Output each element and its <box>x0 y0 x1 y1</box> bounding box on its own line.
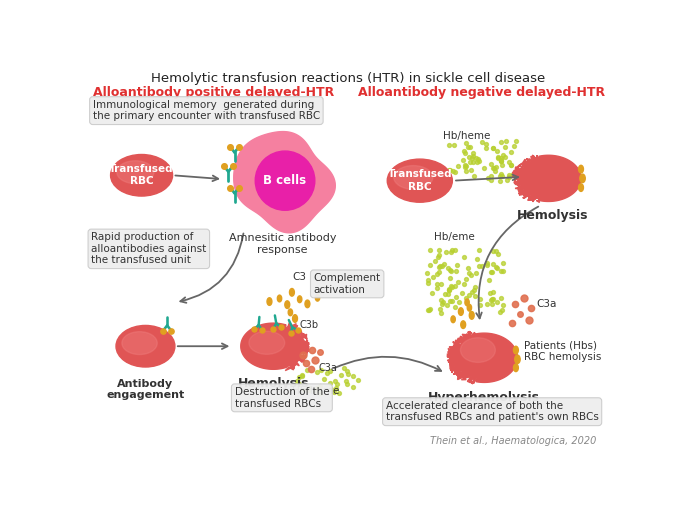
Ellipse shape <box>277 295 282 302</box>
Ellipse shape <box>122 332 157 355</box>
Ellipse shape <box>465 299 469 306</box>
Ellipse shape <box>458 308 463 315</box>
Ellipse shape <box>292 315 297 322</box>
Ellipse shape <box>267 298 272 306</box>
Ellipse shape <box>288 309 292 316</box>
Text: C3b: C3b <box>300 320 319 330</box>
Text: Hemolysis: Hemolysis <box>517 209 588 222</box>
Ellipse shape <box>305 300 310 308</box>
Text: Amnesitic antibody
response: Amnesitic antibody response <box>229 233 337 254</box>
Text: Thein et al., Haematologica, 2020: Thein et al., Haematologica, 2020 <box>430 436 596 446</box>
Ellipse shape <box>460 338 495 362</box>
Ellipse shape <box>387 159 452 202</box>
Text: Accelerated clearance of both the
transfused RBCs and patient's own RBCs: Accelerated clearance of both the transf… <box>386 401 598 423</box>
Ellipse shape <box>515 355 520 363</box>
Text: Immunological memory  generated during
the primary encounter with transfused RBC: Immunological memory generated during th… <box>92 100 320 122</box>
Ellipse shape <box>285 301 290 309</box>
Ellipse shape <box>513 364 518 371</box>
Text: Rapid production of
alloantibodies against
the transfused unit: Rapid production of alloantibodies again… <box>91 233 207 265</box>
Text: Patients (Hbs)
RBC hemolysis: Patients (Hbs) RBC hemolysis <box>524 341 602 362</box>
Ellipse shape <box>579 165 583 173</box>
Ellipse shape <box>116 326 175 367</box>
Text: Complement
activation: Complement activation <box>313 273 381 295</box>
Ellipse shape <box>451 316 456 322</box>
Ellipse shape <box>298 296 302 303</box>
Ellipse shape <box>394 166 433 189</box>
Ellipse shape <box>255 151 315 210</box>
Ellipse shape <box>580 174 585 182</box>
Ellipse shape <box>469 312 474 319</box>
Polygon shape <box>234 131 335 233</box>
Ellipse shape <box>513 346 518 354</box>
Ellipse shape <box>467 305 471 311</box>
Polygon shape <box>512 155 581 202</box>
Text: Antibody
engagement: Antibody engagement <box>106 379 184 400</box>
Text: Alloantibody positive delayed-HTR: Alloantibody positive delayed-HTR <box>92 86 334 99</box>
Ellipse shape <box>249 331 285 354</box>
Text: Alloantibody negative delayed-HTR: Alloantibody negative delayed-HTR <box>358 86 605 99</box>
Text: Hyperhemolysis: Hyperhemolysis <box>428 391 540 404</box>
Ellipse shape <box>316 294 320 301</box>
Polygon shape <box>447 331 517 384</box>
Text: Transfused
RBC: Transfused RBC <box>109 164 174 187</box>
Text: Hb/eme: Hb/eme <box>434 233 475 242</box>
Text: Transfused
RBC: Transfused RBC <box>388 170 452 192</box>
Text: Hemolysis: Hemolysis <box>237 377 309 390</box>
Text: C3a: C3a <box>536 299 556 309</box>
Text: C3a: C3a <box>318 363 337 373</box>
Ellipse shape <box>111 154 173 196</box>
Polygon shape <box>241 322 309 370</box>
Text: Destruction of the
transfused RBCs: Destruction of the transfused RBCs <box>235 387 329 409</box>
Text: C3: C3 <box>292 272 307 282</box>
Ellipse shape <box>461 321 466 329</box>
Ellipse shape <box>117 161 154 183</box>
Text: B cells: B cells <box>263 174 307 187</box>
Text: Hb/heme: Hb/heme <box>292 386 339 396</box>
Text: Hb/heme: Hb/heme <box>443 131 490 142</box>
Ellipse shape <box>579 184 583 192</box>
Ellipse shape <box>290 289 294 296</box>
Text: Hemolytic transfusion reactions (HTR) in sickle cell disease: Hemolytic transfusion reactions (HTR) in… <box>152 72 545 85</box>
